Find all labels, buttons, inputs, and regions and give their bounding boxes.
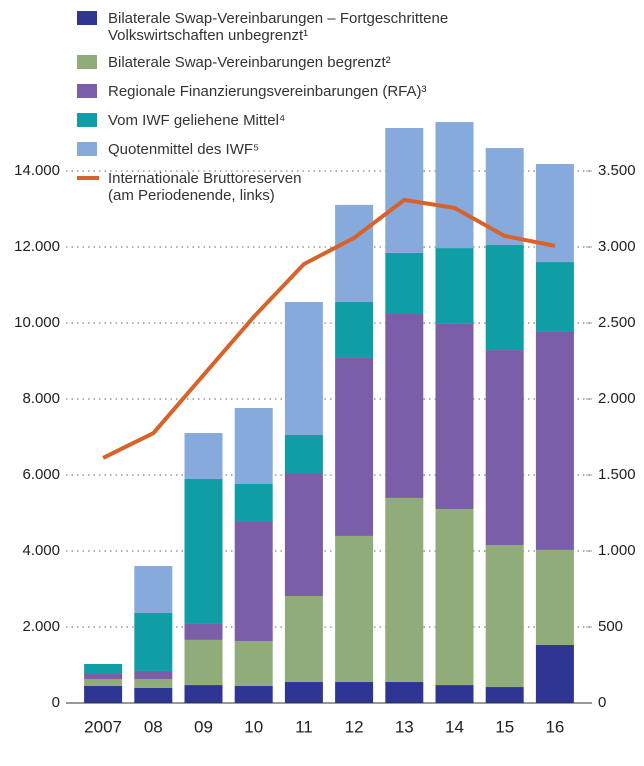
bar-segment [234,521,273,641]
bar-segment [234,483,273,522]
legend-swatch [77,142,97,156]
legend-swatch [77,176,99,180]
bar-segment [284,302,323,436]
bar-segment [284,595,323,683]
x-tick-label: 08 [144,717,163,736]
y2-tick-label: 1.500 [598,466,636,483]
legend-entry: Internationale Bruttoreserven (am Period… [77,170,301,204]
legend-swatch [77,113,97,127]
bar-segment [385,497,424,683]
bar-segment [385,682,424,703]
legend-entry: Quotenmittel des IWF⁵ [77,141,259,158]
legend-label: Internationale Bruttoreserven (am Period… [108,170,302,204]
y-tick-label: 6.000 [22,466,60,483]
line-series [102,197,556,460]
bar-segment [535,164,574,263]
x-tick-label: 10 [244,717,263,736]
bar-segment [84,678,123,686]
x-tick-label: 09 [194,717,213,736]
bar-segment [335,357,374,536]
legend-label: Vom IWF geliehene Mittel⁴ [108,112,286,129]
bar-segment [435,323,474,510]
y-tick-label: 0 [52,694,60,711]
x-tick-label: 14 [445,717,464,736]
y2-tick-label: 3.500 [598,162,636,179]
bar-segment [485,545,524,688]
bar-segment [84,685,123,703]
bar-segment [435,685,474,703]
x-tick-label: 13 [395,717,414,736]
bar-segment [385,314,424,498]
bar-segment [335,204,374,303]
bar-segment [184,623,223,640]
bar-segment [335,682,374,703]
bar-segment [535,262,574,332]
bar-segment [134,613,173,671]
bar-segment [134,566,173,614]
x-tick-label: 16 [545,717,564,736]
legend-entry: Bilaterale Swap-Vereinbarungen begrenzt² [77,54,391,71]
legend-swatch [77,84,97,98]
legend-swatch [77,55,97,69]
legend-label: Bilaterale Swap-Vereinbarungen – Fortges… [108,10,449,44]
bar-segment [184,478,223,624]
x-tick-label: 15 [495,717,514,736]
bar-segment [134,678,173,688]
bar-segment [535,644,574,703]
legend-label: Quotenmittel des IWF⁵ [108,141,260,158]
legend-entry: Bilaterale Swap-Vereinbarungen – Fortges… [77,10,448,44]
bar-segment [284,435,323,474]
y2-tick-label: 500 [598,618,623,635]
y2-tick-label: 1.000 [598,542,636,559]
x-tick-label: 2007 [84,717,122,736]
y2-tick-label: 2.000 [598,390,636,407]
bar-segment [234,685,273,703]
bar-segment [335,535,374,683]
y-tick-label: 14.000 [14,162,60,179]
bar-segment [134,687,173,703]
bar-segment [84,663,123,674]
bar-segment [435,122,474,249]
bar-segment [485,245,524,351]
y-tick-label: 2.000 [22,618,60,635]
legend-label: Regionale Finanzierungsvereinbarungen (R… [108,83,427,100]
y2-tick-label: 2.500 [598,314,636,331]
legend-swatch [77,11,97,25]
bar-segment [485,350,524,546]
bar-segment [385,127,424,253]
bar-segment [134,670,173,679]
bar-segment [535,549,574,645]
x-tick-label: 12 [345,717,364,736]
bar-segment [184,685,223,703]
y-tick-label: 8.000 [22,390,60,407]
bar-segment [435,248,474,324]
bar-segment [385,252,424,315]
bar-segment [184,639,223,686]
legend-entry: Vom IWF geliehene Mittel⁴ [77,112,285,129]
bar-segment [485,687,524,703]
bar-segment [234,640,273,686]
legend-label: Bilaterale Swap-Vereinbarungen begrenzt² [108,54,391,71]
bar-segment [535,331,574,550]
bar-segment [184,433,223,479]
y-tick-label: 10.000 [14,314,60,331]
bar-segment [435,509,474,686]
y2-tick-label: 3.000 [598,238,636,255]
legend-entry: Regionale Finanzierungsvereinbarungen (R… [77,83,427,100]
y-tick-label: 4.000 [22,542,60,559]
bar-segment [84,673,123,679]
bar-segment [284,682,323,703]
x-tick-label: 11 [295,717,313,736]
bar-segment [234,407,273,484]
bar-segment [335,302,374,358]
bar-segment [284,473,323,596]
y-tick-label: 12.000 [14,238,60,255]
y2-tick-label: 0 [598,694,606,711]
